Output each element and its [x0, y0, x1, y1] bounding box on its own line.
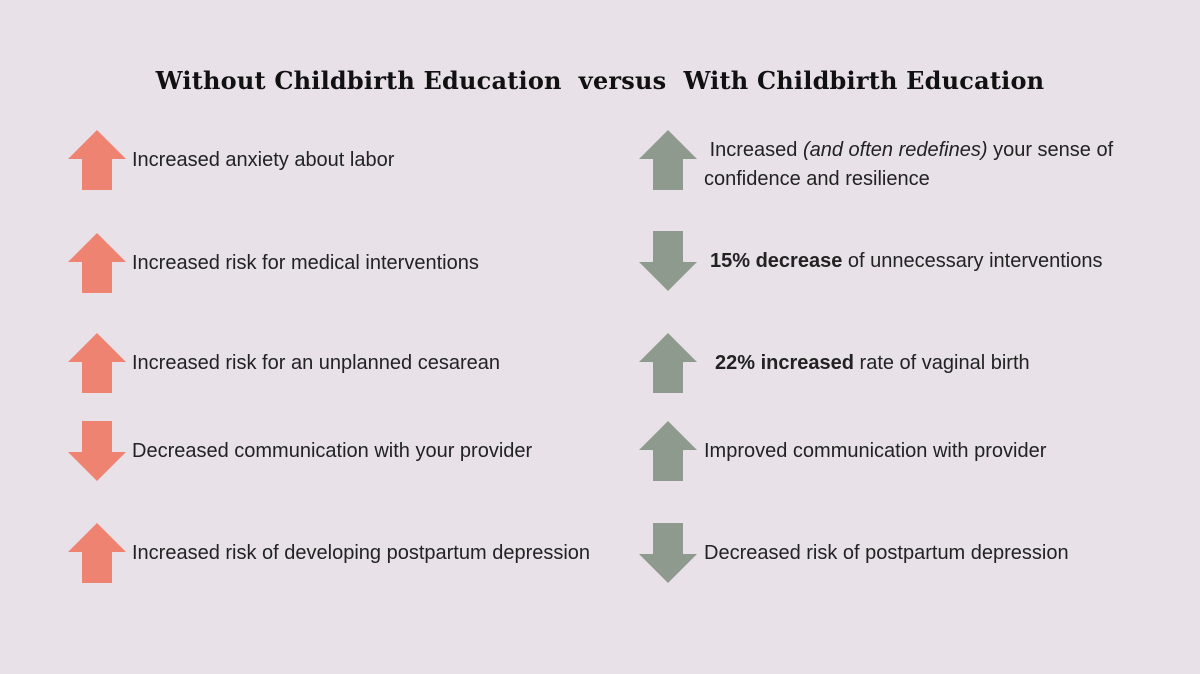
without-item-label: Increased risk for an unplanned cesarean	[132, 351, 501, 374]
with-item-label-line2: confidence and resilience	[704, 168, 930, 190]
with-item: Improved communication with provider	[639, 421, 1046, 481]
without-item: Increased anxiety about labor	[68, 130, 394, 190]
label-bold-text: 22% increased	[715, 351, 854, 374]
arrow-up-icon	[68, 523, 126, 583]
page-title: Without Childbirth Education versus With…	[155, 66, 1045, 95]
with-item: 22% increased rate of vaginal birth	[639, 333, 1030, 393]
arrow-up-icon	[68, 233, 126, 293]
arrow-down-icon	[639, 523, 697, 583]
with-item: Increased (and often redefines) your sen…	[639, 130, 1113, 194]
label-text: Increased	[709, 139, 803, 161]
with-item-label: Increased (and often redefines) your sen…	[704, 136, 1113, 194]
label-italic-text: (and often redefines)	[802, 139, 988, 161]
with-item: Decreased risk of postpartum depression	[639, 523, 1069, 583]
label-text: rate of vaginal birth	[853, 351, 1030, 374]
with-item-label: 22% increased rate of vaginal birth	[715, 349, 1030, 378]
without-item: Increased risk for medical interventions	[68, 233, 479, 293]
without-item-label: Increased anxiety about labor	[132, 148, 395, 171]
arrow-down-icon	[68, 421, 126, 481]
without-item: Decreased communication with your provid…	[68, 421, 532, 481]
arrow-up-icon	[68, 333, 126, 393]
without-item-label: Increased risk of developing postpartum …	[132, 541, 591, 564]
without-item: Increased risk for an unplanned cesarean	[68, 333, 500, 393]
label-bold-text: 15% decrease	[710, 249, 843, 272]
with-item-label-line1: Increased (and often redefines) your sen…	[704, 136, 1114, 165]
arrow-down-icon	[639, 231, 697, 291]
without-item-label: Increased risk for medical interventions	[132, 251, 479, 274]
with-item: 15% decrease of unnecessary intervention…	[639, 231, 1102, 291]
without-item-label: Decreased communication with your provid…	[132, 439, 533, 462]
arrow-up-icon	[68, 130, 126, 190]
with-item-label: Improved communication with provider	[704, 439, 1047, 462]
with-item-label: 15% decrease of unnecessary intervention…	[710, 247, 1102, 276]
arrow-up-icon	[639, 421, 697, 481]
label-text: your sense of	[987, 139, 1114, 161]
label-text: of unnecessary interventions	[842, 249, 1103, 272]
without-item: Increased risk of developing postpartum …	[68, 523, 590, 583]
with-item-label: Decreased risk of postpartum depression	[704, 541, 1069, 564]
arrow-up-icon	[639, 333, 697, 393]
arrow-up-icon	[639, 130, 697, 190]
